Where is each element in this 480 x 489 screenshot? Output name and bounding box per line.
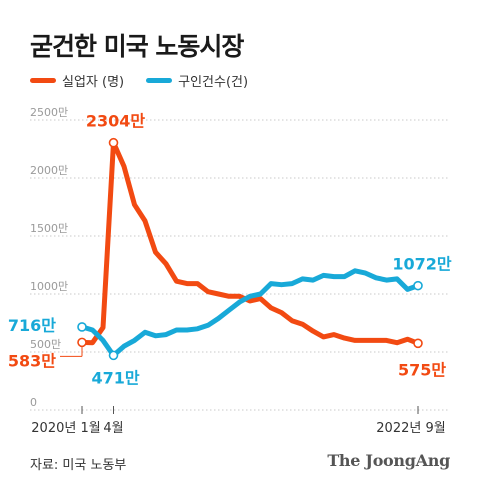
y-tick-label: 2000만	[30, 164, 68, 177]
x-tick-label: 2022년 9월	[376, 421, 445, 436]
legend-item-job-openings: 구인건수(건)	[146, 71, 248, 90]
data-point-marker	[77, 337, 87, 348]
data-label: 471만	[91, 368, 139, 387]
legend-swatch-job-openings	[146, 78, 173, 83]
legend-label-unemployed: 실업자 (명)	[62, 75, 125, 90]
legend: 실업자 (명) 구인건수(건)	[30, 71, 248, 90]
y-tick-label: 0	[30, 396, 37, 409]
data-point-marker	[108, 137, 119, 148]
data-label: 2304만	[86, 112, 146, 131]
legend-label-job-openings: 구인건수(건)	[178, 75, 249, 90]
series-line-job-openings	[79, 268, 421, 358]
data-label: 583만	[8, 351, 56, 370]
data-point-marker	[413, 280, 423, 291]
y-tick-label: 1500만	[30, 222, 68, 235]
data-label: 575만	[398, 360, 446, 379]
y-tick-label: 2500만	[30, 106, 68, 119]
data-point-marker	[108, 350, 119, 361]
legend-swatch-unemployed	[30, 78, 56, 83]
data-label: 716만	[8, 316, 56, 335]
data-point-marker	[77, 322, 87, 332]
data-point-marker	[413, 338, 423, 349]
y-tick-label: 1000만	[30, 280, 68, 293]
publisher-logo: The JoongAng	[327, 451, 450, 470]
source-note: 자료: 미국 노동부	[30, 458, 127, 473]
chart-title: 굳건한 미국 노동시장	[30, 32, 244, 61]
x-tick-label: 4월	[103, 421, 123, 436]
series-line-unemployed	[79, 140, 421, 346]
y-tick-label: 500만	[30, 338, 61, 351]
x-tick-label: 2020년 1월	[31, 421, 100, 436]
legend-item-unemployed: 실업자 (명)	[30, 71, 124, 90]
data-label: 1072만	[392, 255, 452, 274]
